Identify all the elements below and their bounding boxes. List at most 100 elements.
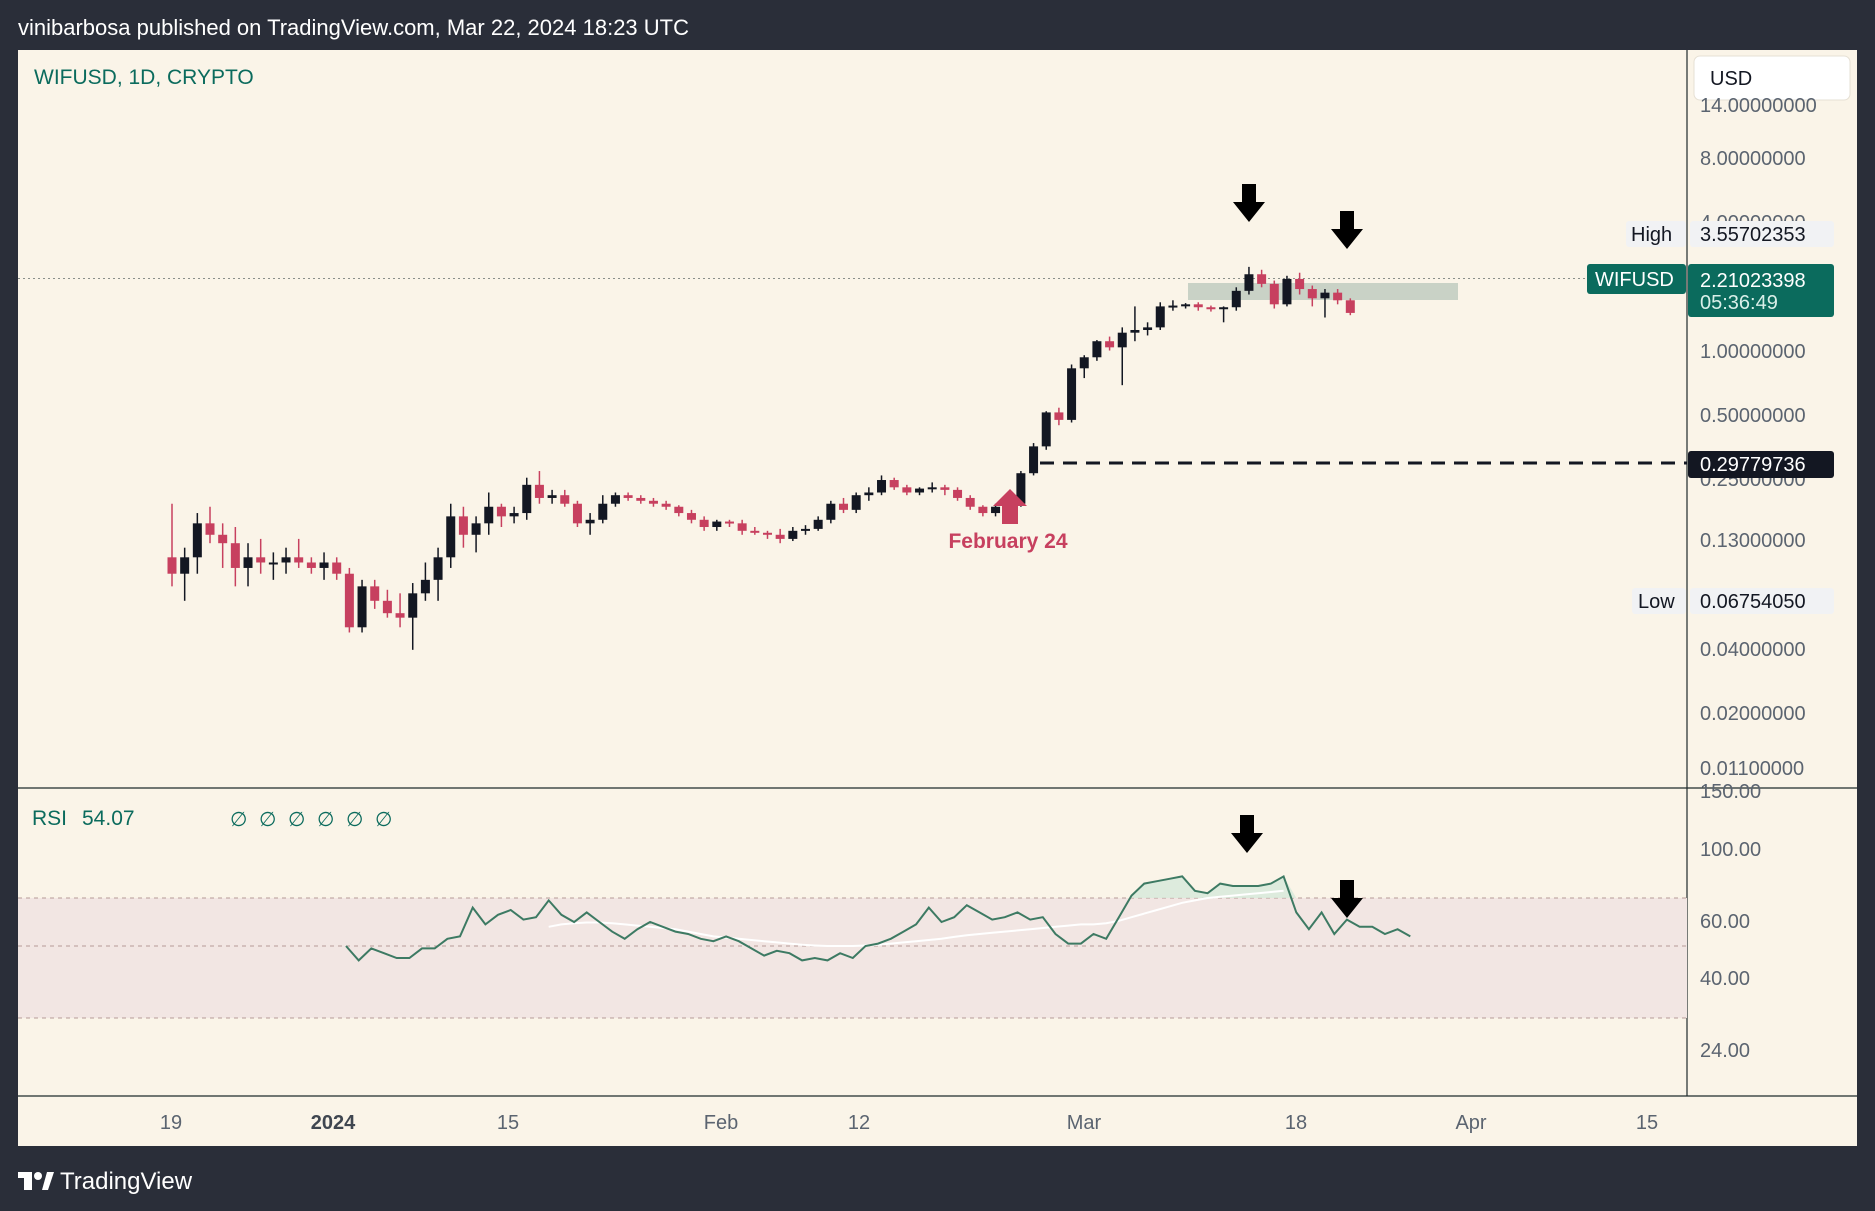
candle-body[interactable] — [294, 557, 304, 563]
candle-body[interactable] — [268, 562, 278, 565]
candle-body[interactable] — [509, 513, 519, 517]
candle-body[interactable] — [1092, 341, 1102, 358]
candle-body[interactable] — [826, 503, 836, 520]
candle-body[interactable] — [953, 489, 963, 498]
candle-body[interactable] — [332, 562, 342, 574]
candle-body[interactable] — [737, 523, 747, 531]
candle-body[interactable] — [1206, 307, 1216, 310]
candle-body[interactable] — [1016, 473, 1026, 504]
candle-body[interactable] — [1219, 307, 1229, 310]
candle-body[interactable] — [306, 562, 316, 568]
price-axis[interactable]: 14.00000000 8.00000000 4.00000000 1.0000… — [1700, 95, 1817, 780]
candle-body[interactable] — [1193, 304, 1203, 308]
candle-body[interactable] — [218, 534, 228, 544]
candle-body[interactable] — [1307, 289, 1317, 299]
candle-body[interactable] — [648, 500, 658, 504]
candle-body[interactable] — [408, 593, 418, 618]
candle-body[interactable] — [243, 557, 253, 568]
candle-body[interactable] — [382, 600, 392, 614]
candle-body[interactable] — [775, 534, 785, 539]
candle-body[interactable] — [547, 495, 557, 498]
candle-body[interactable] — [724, 521, 734, 524]
candle-body[interactable] — [192, 523, 202, 558]
candle-body[interactable] — [446, 516, 456, 558]
candle-body[interactable] — [1257, 274, 1267, 284]
candle-body[interactable] — [471, 523, 481, 535]
price-pane[interactable] — [18, 50, 1857, 1097]
candle-body[interactable] — [344, 573, 354, 628]
candle-body[interactable] — [762, 532, 772, 535]
candle-body[interactable] — [1269, 283, 1279, 305]
candle-body[interactable] — [370, 586, 380, 601]
consolidation-zone[interactable] — [1188, 283, 1458, 300]
candle-body[interactable] — [572, 503, 582, 524]
candle-body[interactable] — [1231, 290, 1241, 308]
candle-body[interactable] — [1181, 304, 1191, 307]
candle-body[interactable] — [1345, 300, 1355, 313]
candle-body[interactable] — [1054, 412, 1064, 420]
candle-body[interactable] — [864, 492, 874, 496]
candle-body[interactable] — [1041, 412, 1051, 447]
candle-body[interactable] — [1168, 305, 1178, 308]
candle-body[interactable] — [1244, 274, 1254, 291]
candle-body[interactable] — [788, 530, 798, 539]
candle-body[interactable] — [1320, 292, 1330, 299]
tradingview-logo[interactable]: TradingView — [18, 1168, 193, 1195]
symbol-legend[interactable]: WIFUSD, 1D, CRYPTO — [34, 66, 254, 89]
candle-body[interactable] — [420, 579, 430, 594]
rsi-axis[interactable]: 150.00 100.00 60.00 40.00 24.00 — [1700, 781, 1761, 1062]
candle-body[interactable] — [458, 516, 468, 535]
rsi-line[interactable] — [345, 874, 1411, 962]
candle-body[interactable] — [978, 506, 988, 514]
candle-body[interactable] — [610, 495, 620, 504]
candle-body[interactable] — [256, 557, 266, 563]
candle-body[interactable] — [230, 543, 240, 568]
candle-body[interactable] — [319, 562, 329, 568]
candle-body[interactable] — [915, 488, 925, 493]
candle-body[interactable] — [205, 523, 215, 535]
candle-body[interactable] — [991, 506, 1001, 514]
candle-body[interactable] — [1105, 341, 1115, 348]
rsi-legend[interactable]: RSI 54.07 ∅ ∅ ∅ ∅ ∅ ∅ — [32, 807, 392, 831]
candle-body[interactable] — [357, 586, 367, 628]
candle-body[interactable] — [813, 519, 823, 529]
currency-button[interactable]: USD — [1693, 55, 1851, 101]
candle-body[interactable] — [674, 506, 684, 514]
candle-body[interactable] — [940, 487, 950, 490]
candle-body[interactable] — [560, 495, 570, 504]
candle-body[interactable] — [851, 495, 861, 510]
candle-body[interactable] — [167, 557, 177, 574]
candle-body[interactable] — [889, 480, 899, 488]
rsi-pane[interactable] — [18, 874, 1687, 1019]
candle-body[interactable] — [1079, 357, 1089, 369]
candle-body[interactable] — [281, 557, 291, 563]
candle-body[interactable] — [496, 506, 506, 517]
candle-body[interactable] — [1130, 329, 1140, 333]
candle-body[interactable] — [686, 513, 696, 520]
candle-body[interactable] — [1117, 332, 1127, 348]
candle-body[interactable] — [395, 613, 405, 618]
candle-body[interactable] — [712, 521, 722, 528]
candle-body[interactable] — [877, 480, 887, 493]
candle-body[interactable] — [433, 557, 443, 580]
candle-body[interactable] — [534, 484, 544, 498]
candle-body[interactable] — [180, 557, 190, 574]
candle-body[interactable] — [598, 503, 608, 520]
candle-body[interactable] — [1143, 327, 1153, 330]
candle-body[interactable] — [1067, 368, 1077, 420]
candle-body[interactable] — [585, 519, 595, 524]
candle-body[interactable] — [623, 495, 633, 498]
candle-body[interactable] — [750, 530, 760, 533]
candlestick-series[interactable] — [167, 266, 1355, 650]
candle-body[interactable] — [1029, 446, 1039, 474]
candle-body[interactable] — [839, 503, 849, 510]
candle-body[interactable] — [661, 503, 671, 507]
candle-body[interactable] — [636, 497, 646, 501]
candle-body[interactable] — [522, 484, 532, 514]
candle-body[interactable] — [1282, 278, 1292, 305]
candle-body[interactable] — [965, 497, 975, 507]
candle-body[interactable] — [699, 519, 709, 528]
candle-body[interactable] — [1333, 292, 1343, 301]
candle-body[interactable] — [1295, 278, 1305, 290]
time-axis[interactable]: 19 2024 15 Feb 12 Mar 18 Apr 15 — [160, 1112, 1658, 1134]
